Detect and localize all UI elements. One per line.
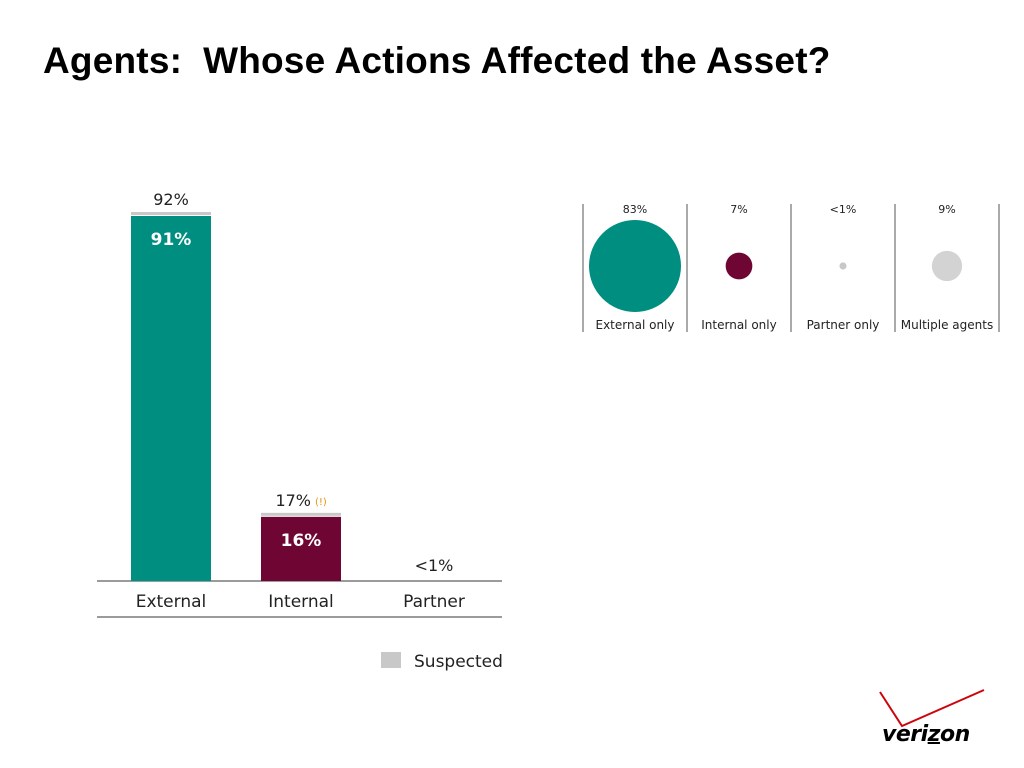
bar-total-label: 92%: [153, 190, 189, 209]
logo-wordmark: verizon: [882, 722, 970, 747]
bubble-category-label: Multiple agents: [901, 318, 993, 332]
bubble-value-label: <1%: [830, 203, 857, 216]
verizon-logo: verizon: [872, 688, 990, 752]
bar-internal: [261, 516, 341, 581]
slide-title: Agents: Whose Actions Affected the Asset…: [43, 40, 831, 81]
bar-annotation-label: (!): [315, 497, 327, 508]
bar-value-label: 91%: [151, 230, 192, 250]
bubble-partner-only: [839, 262, 847, 270]
bar-category-label: External: [136, 592, 207, 612]
bar-total-label: <1%: [415, 556, 454, 575]
bar-value-label: 16%: [281, 531, 322, 551]
bubble-external-only: [589, 220, 681, 312]
bubble-category-label: Internal only: [701, 318, 776, 332]
bubble-value-label: 7%: [730, 203, 747, 216]
bubble-value-label: 9%: [938, 203, 955, 216]
bar-category-label: Partner: [403, 592, 465, 612]
bubble-category-label: External only: [596, 318, 675, 332]
bar-external: [131, 216, 211, 581]
bubble-multiple-agents: [931, 250, 963, 282]
logo-checkmark-icon: [879, 689, 985, 728]
bar-total-label: 17%: [275, 491, 311, 510]
bar-suspected-internal: [261, 512, 341, 516]
bubble-value-label: 83%: [623, 203, 647, 216]
legend-suspected-swatch: [381, 652, 401, 668]
bubble-category-label: Partner only: [807, 318, 880, 332]
bar-suspected-external: [131, 212, 211, 216]
legend-suspected-label: Suspected: [414, 652, 503, 672]
bubble-internal-only: [725, 252, 753, 280]
bar-category-label: Internal: [268, 592, 334, 612]
